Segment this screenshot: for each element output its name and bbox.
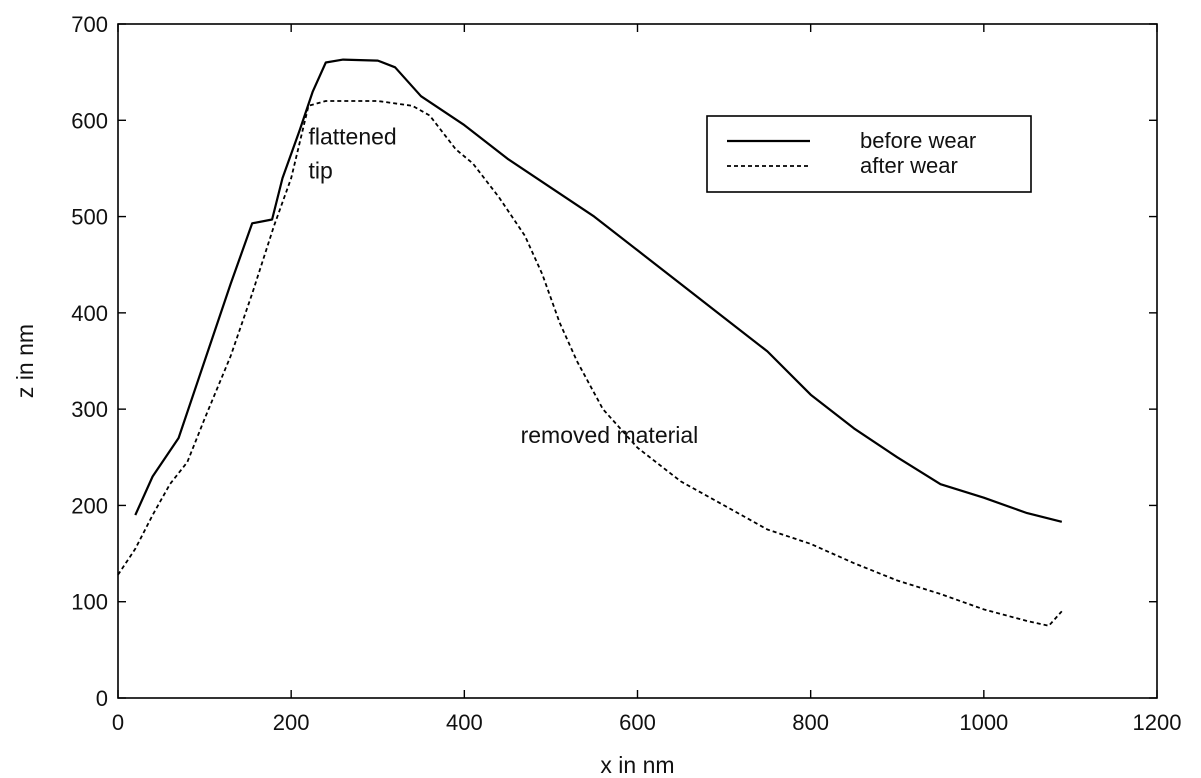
axis-ticks: 0 200 400 600 800 1000 1200 0 100 200 300 400 500 600… [71,12,1181,735]
series-line-after-wear [117,100,1063,627]
y-tick-label: 600 [71,108,108,133]
x-tick-label: 1000 [959,710,1008,735]
x-tick-label: 200 [273,710,310,735]
legend-label: before wear [860,128,976,153]
series-layer [117,58,1063,627]
y-tick-label: 200 [71,493,108,518]
annotations: flattened tip removed material [308,123,698,447]
y-tick-label: 500 [71,205,108,230]
x-tick-label: 600 [619,710,656,735]
annotation-text: flattened tip [308,123,396,183]
y-tick-label: 100 [71,590,108,615]
series-line-before-wear [134,58,1063,523]
x-tick-label: 400 [446,710,483,735]
x-tick-label: 1200 [1133,710,1182,735]
y-tick-label: 700 [71,12,108,37]
legend-label: after wear [860,153,958,178]
annotation-text: removed material [521,422,699,448]
y-tick-label: 400 [71,301,108,326]
y-tick-label: 0 [96,686,108,711]
x-tick-label: 0 [112,710,124,735]
annotation-line: flattened [308,123,396,149]
annotation-line: tip [308,157,332,183]
annotation-line: removed material [521,422,699,448]
y-axis-label: z in nm [12,324,38,398]
y-tick-label: 300 [71,397,108,422]
x-tick-label: 800 [792,710,829,735]
legend-box [706,115,1032,193]
x-axis-label: x in nm [600,752,674,778]
